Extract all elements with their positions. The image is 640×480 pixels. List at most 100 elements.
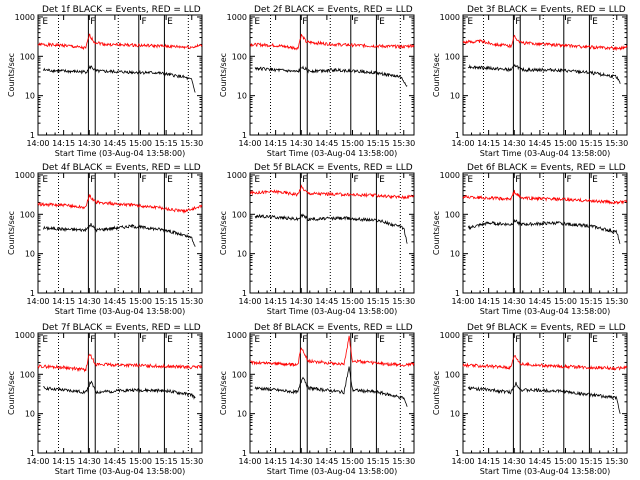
series-red [249, 184, 415, 200]
x-tick-label: 15:00 [129, 139, 152, 148]
y-tick-label: 1 [30, 131, 35, 140]
x-tick-label: 14:45 [315, 139, 338, 148]
x-tick-label: 14:30 [78, 139, 101, 148]
x-tick-label: 15:30 [605, 297, 628, 306]
marker-letter: E [254, 175, 260, 185]
x-tick-label: 15:30 [392, 457, 415, 466]
subplot-4: Det 4f BLACK = Events, RED = LLD 1 10 100 10… [7, 163, 203, 316]
y-tick-label: 1000 [227, 13, 247, 22]
x-tick-label: 15:15 [155, 457, 178, 466]
plot-frame [37, 14, 203, 136]
x-tick-label: 14:15 [52, 457, 75, 466]
x-axis-label: Start Time (03-Aug-04 13:58:00) [55, 467, 186, 476]
marker-letter: F [354, 175, 359, 185]
x-axis-label: Start Time (03-Aug-04 13:58:00) [480, 307, 611, 316]
subplot-title: Det 5f BLACK = Events, RED = LLD [254, 163, 413, 173]
marker-letter: F [90, 175, 95, 185]
marker-letter: E [592, 335, 598, 345]
x-tick-label: 15:15 [367, 139, 390, 148]
x-axis-label: Start Time (03-Aug-04 13:58:00) [480, 149, 611, 158]
y-tick-label: 10 [450, 92, 460, 101]
y-tick-label: 1000 [227, 331, 247, 340]
series-black [42, 380, 196, 400]
marker-letter: E [42, 335, 48, 345]
marker-letter: E [254, 17, 260, 27]
y-tick-label: 100 [232, 370, 247, 379]
marker-letter: E [254, 335, 260, 345]
x-tick-label: 14:45 [528, 139, 551, 148]
plot-frame [249, 14, 415, 136]
plot-frame [37, 172, 203, 294]
x-tick-label: 15:30 [605, 139, 628, 148]
y-tick-label: 10 [450, 250, 460, 259]
subplot-title: Det 7f BLACK = Events, RED = LLD [42, 323, 201, 333]
x-tick-label: 14:00 [26, 297, 49, 306]
y-tick-label: 1000 [440, 171, 460, 180]
x-tick-label: 15:00 [341, 139, 364, 148]
y-tick-label: 10 [237, 92, 247, 101]
marker-letter: E [42, 175, 48, 185]
series-black [42, 65, 196, 93]
y-tick-label: 100 [20, 370, 35, 379]
y-axis-label: Counts/sec [432, 211, 441, 255]
series-black [254, 65, 408, 87]
y-axis-label: Counts/sec [219, 53, 228, 97]
subplot-7: Det 7f BLACK = Events, RED = LLD 1 10 100 10… [7, 323, 203, 476]
x-axis-label: Start Time (03-Aug-04 13:58:00) [267, 307, 398, 316]
subplot-6: Det 6f BLACK = Events, RED = LLD 1 10 100 10… [432, 163, 628, 316]
x-tick-label: 14:30 [503, 139, 526, 148]
y-tick-label: 1 [242, 449, 247, 458]
y-tick-label: 1 [455, 289, 460, 298]
x-tick-label: 14:15 [52, 297, 75, 306]
x-tick-label: 14:00 [451, 457, 474, 466]
x-tick-label: 14:30 [290, 297, 313, 306]
marker-letter: F [515, 175, 520, 185]
y-tick-label: 100 [445, 210, 460, 219]
x-tick-label: 15:00 [341, 297, 364, 306]
y-tick-label: 1000 [440, 13, 460, 22]
series-red [249, 33, 415, 51]
y-tick-label: 100 [445, 52, 460, 61]
y-tick-label: 1000 [227, 171, 247, 180]
marker-letter: F [302, 335, 307, 345]
x-tick-label: 14:00 [26, 457, 49, 466]
x-tick-label: 14:15 [52, 139, 75, 148]
marker-letter: F [567, 17, 572, 27]
x-tick-label: 14:00 [238, 297, 261, 306]
x-tick-label: 14:00 [238, 139, 261, 148]
x-tick-label: 14:00 [451, 139, 474, 148]
x-tick-label: 15:00 [129, 297, 152, 306]
marker-letter: F [515, 17, 520, 27]
marker-letter: F [142, 175, 147, 185]
series-black [467, 218, 621, 244]
marker-letter: F [354, 335, 359, 345]
y-axis-label: Counts/sec [219, 371, 228, 415]
y-tick-label: 10 [237, 250, 247, 259]
x-tick-label: 14:30 [290, 139, 313, 148]
y-tick-label: 100 [20, 52, 35, 61]
y-tick-label: 100 [445, 370, 460, 379]
marker-letter: E [42, 17, 48, 27]
plot-frame [462, 332, 628, 454]
y-tick-label: 10 [237, 410, 247, 419]
x-tick-label: 15:00 [554, 139, 577, 148]
marker-letter: F [567, 335, 572, 345]
subplot-1: Det 1f BLACK = Events, RED = LLD 1 10 100 10… [7, 5, 203, 158]
y-tick-label: 10 [25, 410, 35, 419]
y-tick-label: 1 [30, 289, 35, 298]
x-tick-label: 14:15 [264, 457, 287, 466]
series-red [462, 355, 628, 371]
x-axis-label: Start Time (03-Aug-04 13:58:00) [267, 467, 398, 476]
x-tick-label: 14:45 [315, 457, 338, 466]
x-tick-label: 14:30 [78, 297, 101, 306]
y-axis-label: Counts/sec [7, 53, 16, 97]
y-axis-label: Counts/sec [432, 53, 441, 97]
series-red [37, 353, 203, 373]
y-tick-label: 1000 [440, 331, 460, 340]
marker-letter: E [467, 175, 473, 185]
x-tick-label: 15:15 [367, 457, 390, 466]
series-red [37, 33, 203, 51]
x-tick-label: 15:15 [580, 297, 603, 306]
x-tick-label: 14:45 [103, 297, 126, 306]
